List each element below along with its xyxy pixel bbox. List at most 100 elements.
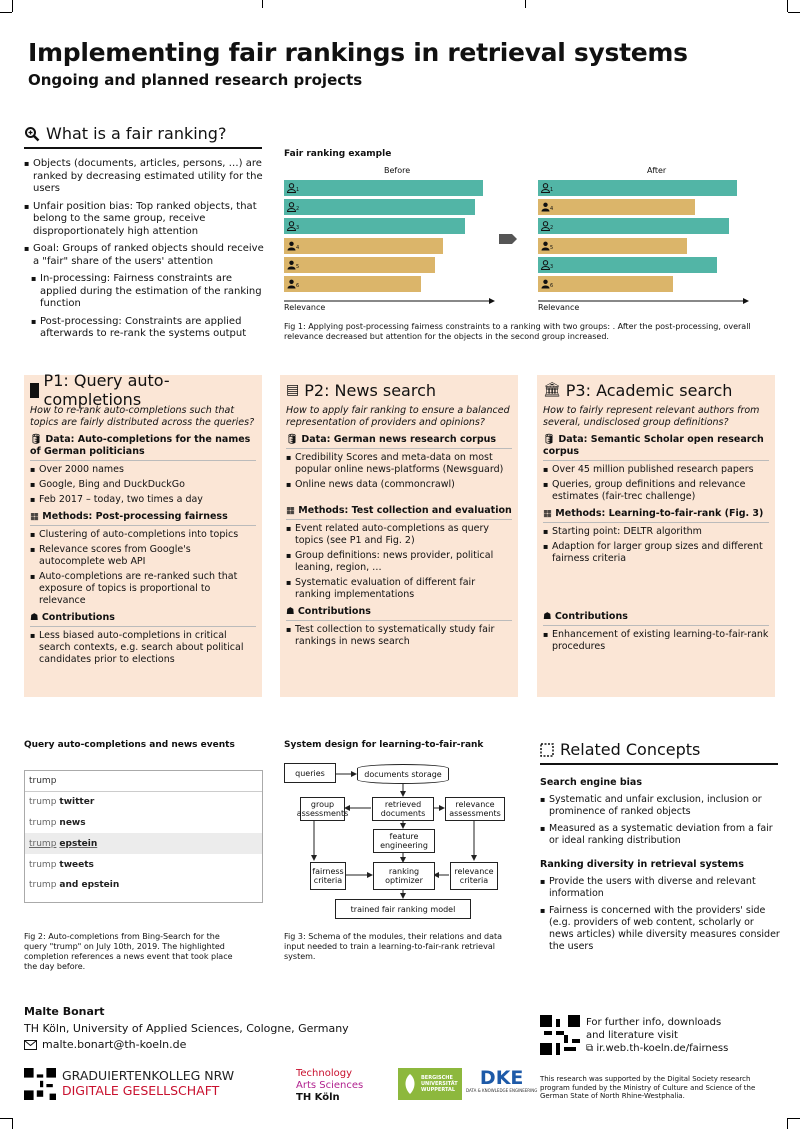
bias-heading: Search engine bias [540, 777, 642, 788]
p1-contrib-list: Less biased auto-completions in critical… [30, 630, 256, 666]
person-outline-icon [287, 202, 296, 213]
what-section: What is a fair ranking? Objects (documen… [24, 124, 264, 346]
person-filled-icon [287, 241, 296, 251]
p1-methods-list: Clustering of auto-completions into topi… [30, 529, 256, 607]
list-item: Measured as a systematic deviation from … [540, 823, 780, 847]
node-retrieved-documents: retrieved documents [372, 797, 434, 821]
further-url-link[interactable]: ir.web.th-koeln.de/fairness [596, 1043, 729, 1054]
what-bullets: Objects (documents, articles, persons, …… [24, 158, 264, 341]
rank-subscript: 2 [550, 225, 554, 232]
list-item: Starting point: DELTR algorithm [543, 526, 769, 538]
divider [24, 147, 262, 149]
list-item: Credibility Scores and meta-data on most… [286, 452, 512, 476]
th-koeln-logo: Technology Arts Sciences TH Köln [296, 1068, 363, 1104]
dke-mark: DKE [479, 1067, 524, 1089]
bar-rank-5: 5 [538, 237, 687, 254]
diversity-heading: Ranking diversity in retrieval systems [540, 859, 744, 870]
p1-question: How to re-rank auto-completions such tha… [30, 405, 255, 428]
list-item: Auto-completions are re-ranked such that… [30, 571, 256, 607]
divider [543, 625, 769, 626]
node-group-assessments: group assessments [297, 797, 348, 821]
p2-methods-heading: ▦ Methods: Test collection and evaluatio… [286, 505, 512, 516]
suggestion-item[interactable]: trump twitter [29, 797, 95, 808]
person-outline-icon [541, 259, 550, 270]
th-line-3: TH Köln [296, 1092, 340, 1103]
divider [543, 460, 769, 461]
funding-note: This research was supported by the Digit… [540, 1075, 756, 1100]
magnifier-icon [25, 126, 40, 141]
rank-subscript: 1 [296, 187, 300, 193]
list-item: Systematic and unfair exclusion, inclusi… [540, 794, 780, 818]
users-icon: ☗ [286, 606, 298, 617]
suggestion-item[interactable]: trump news [29, 817, 86, 828]
p1-heading: P1: Query auto-completions [30, 371, 256, 409]
divider [30, 525, 256, 526]
related-heading: Related Concepts [540, 740, 780, 759]
bar-rank-1: 1 [284, 180, 483, 196]
suggestion-item-highlighted[interactable]: trump epstein [25, 833, 262, 855]
qr-code-further-info[interactable] [540, 1015, 580, 1055]
what-heading-text: What is a fair ranking? [46, 124, 227, 143]
p3-contrib-heading: ☗ Contributions [543, 611, 628, 622]
further-url-row: ⧉ ir.web.th-koeln.de/fairness [586, 1042, 728, 1055]
rank-subscript: 3 [296, 225, 300, 232]
suggestion-item[interactable]: trump and epstein [29, 880, 120, 891]
bar-rank-6: 6 [538, 276, 673, 292]
qr-code-graduate-school[interactable] [24, 1068, 56, 1100]
p3-heading-text: P3: Academic search [565, 380, 733, 400]
list-item: Less biased auto-completions in critical… [30, 630, 256, 666]
list-item: Online news data (commoncrawl) [286, 479, 512, 491]
rank-subscript: 6 [296, 283, 300, 289]
node-documents-storage: documents storage [357, 764, 449, 784]
list-item: Fairness is concerned with the providers… [540, 905, 780, 953]
p3-panel: 🏛 P3: Academic search How to fairly repr… [537, 375, 775, 697]
list-item: Goal: Groups of ranked objects should re… [24, 243, 264, 268]
email-link[interactable]: malte.bonart@th-koeln.de [42, 1038, 187, 1051]
list-item: Objects (documents, articles, persons, …… [24, 158, 264, 196]
search-input[interactable]: trump [25, 771, 262, 792]
p3-data-heading: 🛢 Data: Semantic Scholar open research c… [543, 434, 764, 457]
rank-subscript: 4 [296, 244, 300, 251]
p2-heading: ▤ P2: News search [286, 379, 512, 401]
list-item: Clustering of auto-completions into topi… [30, 529, 256, 541]
users-icon: ☗ [543, 611, 555, 622]
bias-list: Systematic and unfair exclusion, inclusi… [540, 794, 780, 847]
person-filled-icon [287, 260, 296, 270]
th-line-1: Technology [296, 1068, 353, 1079]
arrow-icon [499, 234, 517, 244]
before-label: Before [384, 166, 411, 175]
fig2-caption: Fig 2: Auto-completions from Bing-Search… [24, 932, 233, 971]
person-filled-icon [287, 279, 296, 289]
th-line-2: Arts Sciences [296, 1080, 364, 1091]
node-trained-model: trained fair ranking model [335, 899, 471, 919]
node-fairness-criteria: fairness criteria [310, 862, 346, 890]
divider [286, 620, 512, 621]
p1-panel: P1: Query auto-completions How to re-ran… [24, 371, 262, 697]
node-ranking-optimizer: ranking optimizer [373, 862, 435, 890]
university-icon: 🏛 [543, 382, 561, 398]
relevance-label-after: Relevance [538, 303, 580, 312]
p1-data-list: Over 2000 names Google, Bing and DuckDuc… [30, 464, 256, 506]
buw-logo: BERGISCHE UNIVERSITÄT WUPPERTAL [398, 1068, 462, 1100]
list-item: Enhancement of existing learning-to-fair… [543, 629, 769, 653]
list-item: In-processing: Fairness constraints are … [31, 273, 264, 311]
bar-rank-2: 2 [538, 218, 729, 235]
bar-rank-3: 3 [284, 218, 465, 235]
fig3-caption: Fig 3: Schema of the modules, their rela… [284, 932, 503, 961]
bar-rank-3: 3 [538, 256, 717, 273]
users-icon: ☗ [30, 612, 42, 623]
bar-rank-5: 5 [284, 256, 435, 273]
list-item: Relevance scores from Google's autocompl… [30, 544, 256, 568]
p1-contrib-heading: ☗ Contributions [30, 612, 115, 623]
list-item: Post-processing: Constraints are applied… [31, 316, 264, 341]
person-outline-icon [541, 221, 550, 232]
before-chart: 1 2 3 4 5 6 [284, 176, 495, 308]
further-text-2: and literature visit [586, 1030, 678, 1041]
relevance-axis [284, 298, 495, 304]
gk-line-2: DIGITALE GESELLSCHAFT [62, 1083, 220, 1098]
p1-data-heading: 🛢 Data: Auto-completions for the names o… [30, 434, 251, 457]
newspaper-icon: ▤ [286, 382, 300, 398]
author-affiliation: TH Köln, University of Applied Sciences,… [24, 1022, 349, 1035]
fig1-caption: Fig 1: Applying post-processing fairness… [284, 322, 751, 341]
suggestion-item[interactable]: trump tweets [29, 859, 94, 870]
